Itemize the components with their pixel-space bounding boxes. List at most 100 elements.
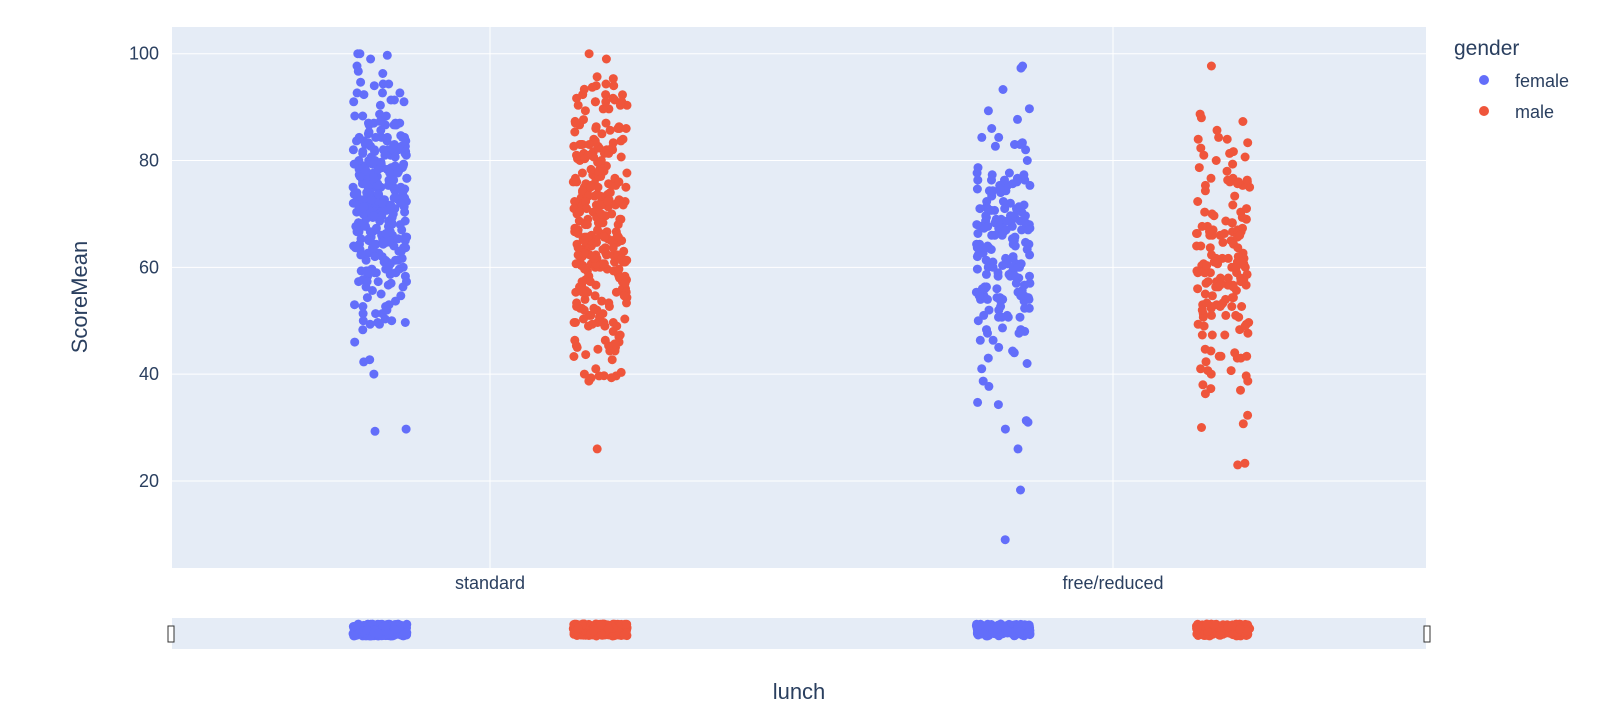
data-point-female[interactable]	[1007, 234, 1017, 244]
data-point-male[interactable]	[607, 209, 617, 219]
data-point-female[interactable]	[373, 189, 383, 199]
data-point-male[interactable]	[570, 118, 580, 128]
data-point-female[interactable]	[386, 278, 396, 288]
data-point-female[interactable]	[363, 138, 373, 148]
data-point-male[interactable]	[1216, 300, 1226, 310]
data-point-female[interactable]	[987, 175, 996, 185]
data-point-male[interactable]	[1214, 132, 1224, 142]
data-point-female[interactable]	[370, 268, 379, 278]
data-point-male[interactable]	[573, 100, 583, 110]
data-point-male[interactable]	[1203, 277, 1213, 287]
data-point-female[interactable]	[373, 318, 383, 327]
data-point-male[interactable]	[575, 207, 585, 217]
data-point-female[interactable]	[1011, 278, 1021, 288]
data-point-female[interactable]	[983, 353, 993, 363]
data-point-male[interactable]	[596, 200, 606, 210]
data-point-female[interactable]	[987, 124, 997, 133]
data-point-female[interactable]	[995, 184, 1005, 194]
data-point-male[interactable]	[608, 93, 618, 103]
data-point-male[interactable]	[1228, 200, 1238, 210]
data-point-female[interactable]	[382, 305, 392, 315]
data-point-male[interactable]	[1214, 351, 1224, 361]
data-point-male[interactable]	[618, 90, 627, 100]
data-point-female[interactable]	[356, 250, 366, 260]
data-point-female[interactable]	[1022, 156, 1032, 165]
data-point-female[interactable]	[975, 335, 985, 345]
data-point-male[interactable]	[581, 197, 591, 206]
data-point-female[interactable]	[402, 173, 412, 183]
data-point-female[interactable]	[351, 221, 361, 231]
data-point-male[interactable]	[585, 277, 595, 287]
data-point-female[interactable]	[358, 302, 368, 311]
data-point-male[interactable]	[604, 298, 614, 308]
data-point-female[interactable]	[1021, 416, 1031, 426]
data-point-male[interactable]	[581, 350, 591, 360]
data-point-male[interactable]	[1228, 147, 1238, 157]
data-point-male[interactable]	[573, 243, 583, 253]
data-point-female[interactable]	[977, 364, 987, 374]
data-point-female[interactable]	[981, 269, 991, 279]
data-point-female[interactable]	[1013, 444, 1023, 454]
data-point-female[interactable]	[986, 245, 996, 254]
data-point-male[interactable]	[579, 305, 589, 315]
data-point-female[interactable]	[354, 277, 364, 287]
data-point-male[interactable]	[572, 177, 582, 187]
data-point-male[interactable]	[582, 220, 592, 230]
data-point-female[interactable]	[993, 400, 1003, 410]
data-point-female[interactable]	[362, 188, 372, 198]
data-point-female[interactable]	[1017, 138, 1027, 148]
data-point-female[interactable]	[972, 220, 982, 230]
range-slider-left-handle[interactable]	[167, 625, 175, 643]
data-point-male[interactable]	[571, 259, 581, 269]
data-point-male[interactable]	[614, 177, 624, 187]
data-point-male[interactable]	[619, 291, 629, 301]
data-point-female[interactable]	[998, 197, 1008, 206]
data-point-female[interactable]	[373, 164, 383, 174]
data-point-female[interactable]	[982, 325, 991, 335]
data-point-female[interactable]	[377, 132, 387, 142]
data-point-female[interactable]	[348, 145, 358, 155]
range-slider-right-handle[interactable]	[1423, 625, 1431, 643]
data-point-male[interactable]	[1228, 282, 1238, 292]
data-point-female[interactable]	[1014, 328, 1024, 338]
data-point-male[interactable]	[1215, 280, 1225, 290]
data-point-male[interactable]	[1222, 134, 1232, 144]
data-point-male[interactable]	[592, 72, 602, 82]
data-point-female[interactable]	[1022, 359, 1032, 368]
data-point-female[interactable]	[389, 175, 399, 185]
data-point-male[interactable]	[579, 314, 588, 324]
data-point-male[interactable]	[1220, 330, 1230, 340]
data-point-male[interactable]	[587, 82, 597, 92]
data-point-female[interactable]	[971, 287, 981, 297]
data-point-female[interactable]	[358, 325, 368, 335]
data-point-male[interactable]	[607, 355, 617, 365]
data-point-male[interactable]	[584, 49, 594, 59]
data-point-female[interactable]	[1022, 245, 1032, 254]
data-point-female[interactable]	[1025, 271, 1034, 281]
data-point-female[interactable]	[1013, 114, 1022, 124]
data-point-female[interactable]	[998, 85, 1008, 94]
data-point-male[interactable]	[1221, 310, 1231, 320]
data-point-female[interactable]	[393, 234, 403, 244]
data-point-female[interactable]	[370, 147, 380, 157]
data-point-male[interactable]	[606, 373, 616, 383]
data-point-male[interactable]	[1243, 410, 1253, 420]
data-point-female[interactable]	[365, 227, 375, 237]
data-point-female[interactable]	[395, 220, 405, 230]
data-point-female[interactable]	[401, 424, 411, 434]
data-point-female[interactable]	[1012, 173, 1022, 183]
data-point-female[interactable]	[1008, 346, 1018, 356]
data-point-male[interactable]	[591, 364, 601, 374]
data-point-female[interactable]	[366, 54, 376, 64]
data-point-male[interactable]	[601, 97, 611, 107]
data-point-male[interactable]	[601, 79, 611, 89]
data-point-female[interactable]	[355, 49, 365, 59]
data-point-male[interactable]	[1243, 328, 1253, 338]
data-point-male[interactable]	[1237, 302, 1247, 311]
data-point-female[interactable]	[358, 309, 368, 319]
legend-item-female[interactable]: female	[1479, 71, 1569, 91]
data-point-male[interactable]	[586, 164, 596, 174]
data-point-male[interactable]	[586, 373, 596, 383]
data-point-female[interactable]	[349, 159, 359, 169]
data-point-male[interactable]	[1233, 179, 1242, 189]
